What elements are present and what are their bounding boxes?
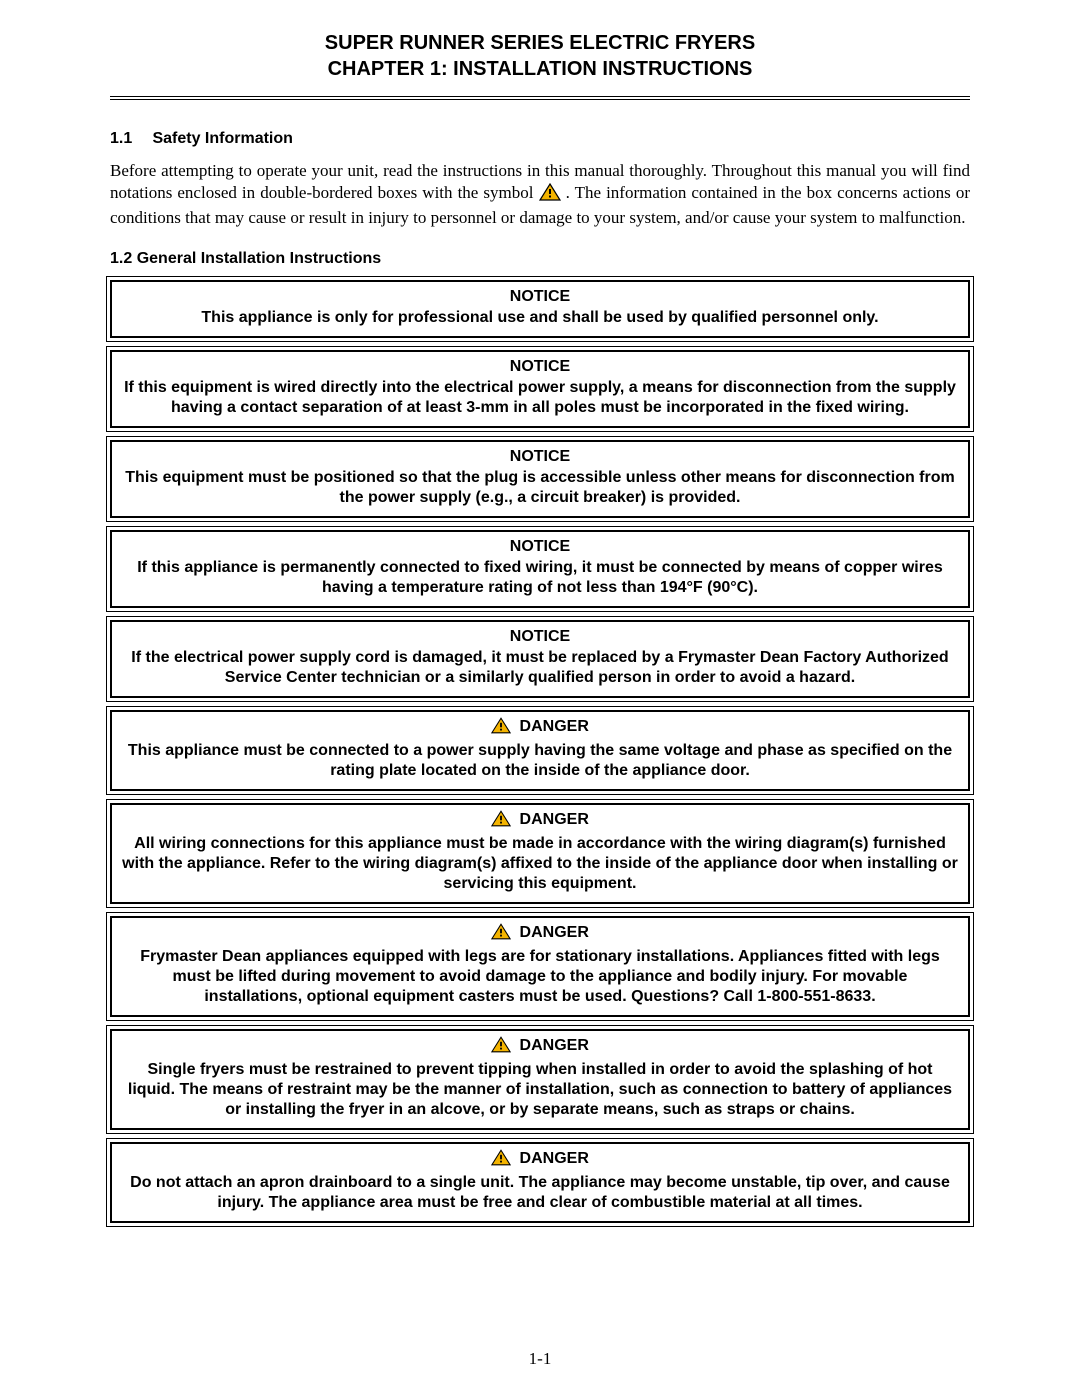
- page-number: 1-1: [0, 1349, 1080, 1369]
- title-line-2: CHAPTER 1: INSTALLATION INSTRUCTIONS: [110, 56, 970, 82]
- notice-body: This appliance is only for professional …: [122, 308, 958, 328]
- section-number: 1.1: [110, 130, 148, 148]
- danger-word: DANGER: [515, 811, 589, 828]
- intro-paragraph: Before attempting to operate your unit, …: [110, 160, 970, 228]
- warning-icon: [491, 1036, 511, 1059]
- danger-body: This appliance must be connected to a po…: [122, 741, 958, 781]
- danger-box: DANGER This appliance must be connected …: [110, 710, 970, 791]
- section-1-1-heading: 1.1 Safety Information: [110, 130, 970, 148]
- danger-body: Do not attach an apron drainboard to a s…: [122, 1173, 958, 1213]
- notice-title: NOTICE: [122, 627, 958, 647]
- notice-body: This equipment must be positioned so tha…: [122, 468, 958, 508]
- danger-word: DANGER: [515, 924, 589, 941]
- notice-title: NOTICE: [122, 537, 958, 557]
- warning-icon: [539, 183, 561, 207]
- danger-title: DANGER: [122, 717, 958, 740]
- notice-title: NOTICE: [122, 447, 958, 467]
- notice-body: If this appliance is permanently connect…: [122, 558, 958, 598]
- notice-body: If the electrical power supply cord is d…: [122, 648, 958, 688]
- section-label: Safety Information: [152, 130, 292, 147]
- section-label: General Installation Instructions: [137, 250, 382, 267]
- danger-body: All wiring connections for this applianc…: [122, 834, 958, 894]
- danger-title: DANGER: [122, 1149, 958, 1172]
- notice-box: NOTICE If the electrical power supply co…: [110, 620, 970, 698]
- danger-box: DANGER All wiring connections for this a…: [110, 803, 970, 904]
- title-line-1: SUPER RUNNER SERIES ELECTRIC FRYERS: [110, 30, 970, 56]
- notice-box: NOTICE This appliance is only for profes…: [110, 280, 970, 338]
- section-1-2-heading: 1.2 General Installation Instructions: [110, 250, 970, 268]
- notice-box: NOTICE If this appliance is permanently …: [110, 530, 970, 608]
- warning-icon: [491, 810, 511, 833]
- notice-title: NOTICE: [122, 287, 958, 307]
- warning-icon: [491, 1149, 511, 1172]
- manual-page: SUPER RUNNER SERIES ELECTRIC FRYERS CHAP…: [0, 0, 1080, 1397]
- notice-body: If this equipment is wired directly into…: [122, 378, 958, 418]
- title-rule: [110, 96, 970, 100]
- danger-word: DANGER: [515, 1037, 589, 1054]
- page-title: SUPER RUNNER SERIES ELECTRIC FRYERS CHAP…: [110, 30, 970, 82]
- danger-box: DANGER Single fryers must be restrained …: [110, 1029, 970, 1130]
- warning-icon: [491, 717, 511, 740]
- warning-icon: [491, 923, 511, 946]
- danger-title: DANGER: [122, 1036, 958, 1059]
- notice-title: NOTICE: [122, 357, 958, 377]
- danger-title: DANGER: [122, 923, 958, 946]
- danger-word: DANGER: [515, 718, 589, 735]
- danger-word: DANGER: [515, 1150, 589, 1167]
- danger-body: Single fryers must be restrained to prev…: [122, 1060, 958, 1120]
- danger-box: DANGER Frymaster Dean appliances equippe…: [110, 916, 970, 1017]
- danger-box: DANGER Do not attach an apron drainboard…: [110, 1142, 970, 1223]
- section-number: 1.2: [110, 250, 132, 267]
- danger-body: Frymaster Dean appliances equipped with …: [122, 947, 958, 1007]
- notice-box: NOTICE This equipment must be positioned…: [110, 440, 970, 518]
- danger-title: DANGER: [122, 810, 958, 833]
- notice-box: NOTICE If this equipment is wired direct…: [110, 350, 970, 428]
